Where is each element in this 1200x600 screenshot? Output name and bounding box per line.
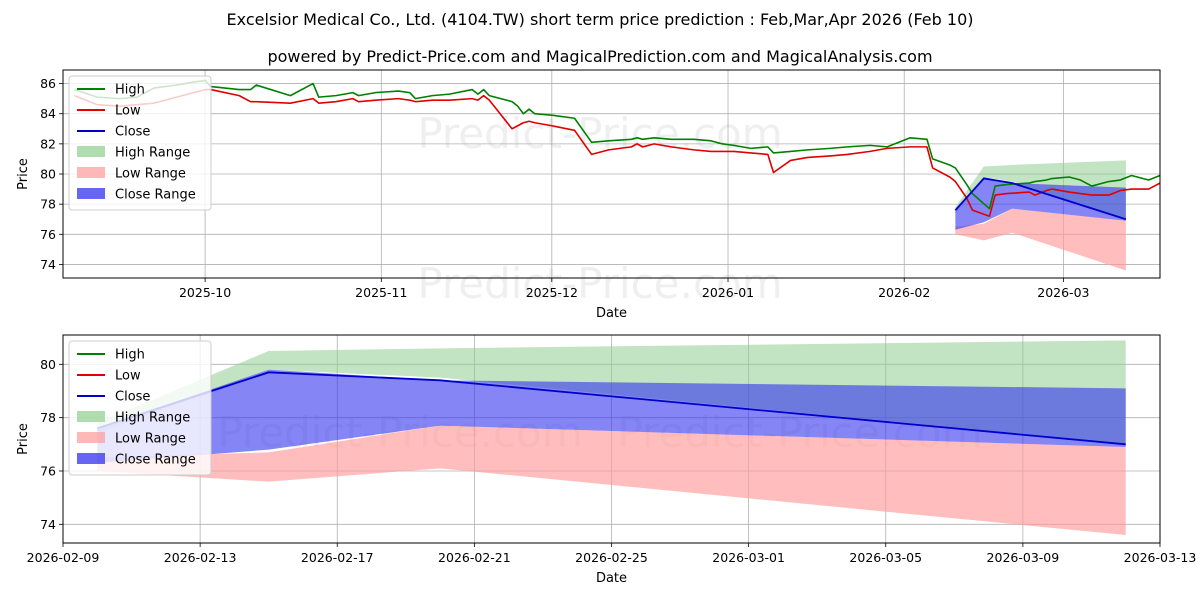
plot-frame [62,334,1161,544]
legend-label-close: Close [115,125,150,140]
x-tick-label: 2026-03-13 [1124,550,1197,565]
legend-label-high: High [115,348,145,363]
y-tick-label: 78 [40,197,56,212]
watermark-text: Predict-Price.com [417,109,782,158]
x-tick-label: 2026-03-05 [849,550,922,565]
chart-subtitle: powered by Predict-Price.com and Magical… [267,47,932,66]
y-tick-label: 74 [40,517,56,532]
x-tick-label: 2026-02-09 [27,550,100,565]
x-tick-label: 2026-02-25 [575,550,648,565]
y-tick-label: 74 [40,257,56,272]
x-tick-label: 2026-02-21 [438,550,511,565]
x-tick-label: 2026-01 [702,285,754,300]
legend-swatch-high-range [77,411,105,422]
legend-label-low-range: Low Range [115,167,186,182]
y-axis-label: Price [16,158,31,190]
x-tick-label: 2025-10 [179,285,231,300]
low-range-band [97,425,1126,535]
x-tick-label: 2026-02-13 [164,550,237,565]
legend-label-close: Close [115,390,150,405]
legend-swatch-close-range [77,188,105,199]
x-tick-label: 2026-03 [1037,285,1089,300]
legend-label-close-range: Close Range [115,188,196,203]
bottom-panel: Predict-Price.comPredict-Price.com747678… [16,334,1197,586]
y-axis-label: Price [16,423,31,455]
y-tick-label: 76 [40,464,56,479]
x-axis-label: Date [596,306,627,321]
y-tick-label: 84 [40,106,56,121]
plot-area [97,340,1126,535]
y-tick-label: 80 [40,167,56,182]
legend-swatch-close-range [77,453,105,464]
legend-label-high-range: High Range [115,411,190,426]
low-range-band [955,208,1126,271]
y-tick-label: 82 [40,136,56,151]
legend: High Low Close High Range Low Range Close Ran… [68,75,212,211]
watermark-text: Predict-Price.com [417,259,782,308]
y-tick-label: 86 [40,76,56,91]
legend-swatch-high-range [77,146,105,157]
x-tick-label: 2025-11 [355,285,407,300]
x-tick-label: 2026-02 [878,285,930,300]
legend: High Low Close High Range Low Range Close Ran… [68,340,212,476]
x-tick-label: 2026-03-09 [987,550,1060,565]
plot-area [74,79,1160,271]
plot-frame [62,69,1161,279]
high-price-line [74,79,1160,210]
legend-label-high: High [115,83,145,98]
legend-label-close-range: Close Range [115,453,196,468]
close-range-band [97,369,1126,463]
y-tick-label: 76 [40,227,56,242]
legend-label-low: Low [115,104,141,119]
y-tick-label: 78 [40,410,56,425]
legend-label-low: Low [115,369,141,384]
x-tick-label: 2025-12 [526,285,578,300]
y-tick-label: 80 [40,357,56,372]
close-range-band [955,177,1126,230]
low-price-line [74,88,1160,218]
legend-swatch-low-range [77,167,105,178]
x-axis-label: Date [596,571,627,586]
close-forecast-line [954,177,1127,221]
x-tick-label: 2026-02-17 [301,550,374,565]
legend-label-low-range: Low Range [115,432,186,447]
legend-swatch-low-range [77,432,105,443]
top-panel: Predict-Price.com Predict-Price.com 74 76 78… [16,69,1161,321]
chart-title: Excelsior Medical Co., Ltd. (4104.TW) sh… [227,10,974,29]
x-tick-label: 2026-03-01 [712,550,785,565]
legend-label-high-range: High Range [115,146,190,161]
